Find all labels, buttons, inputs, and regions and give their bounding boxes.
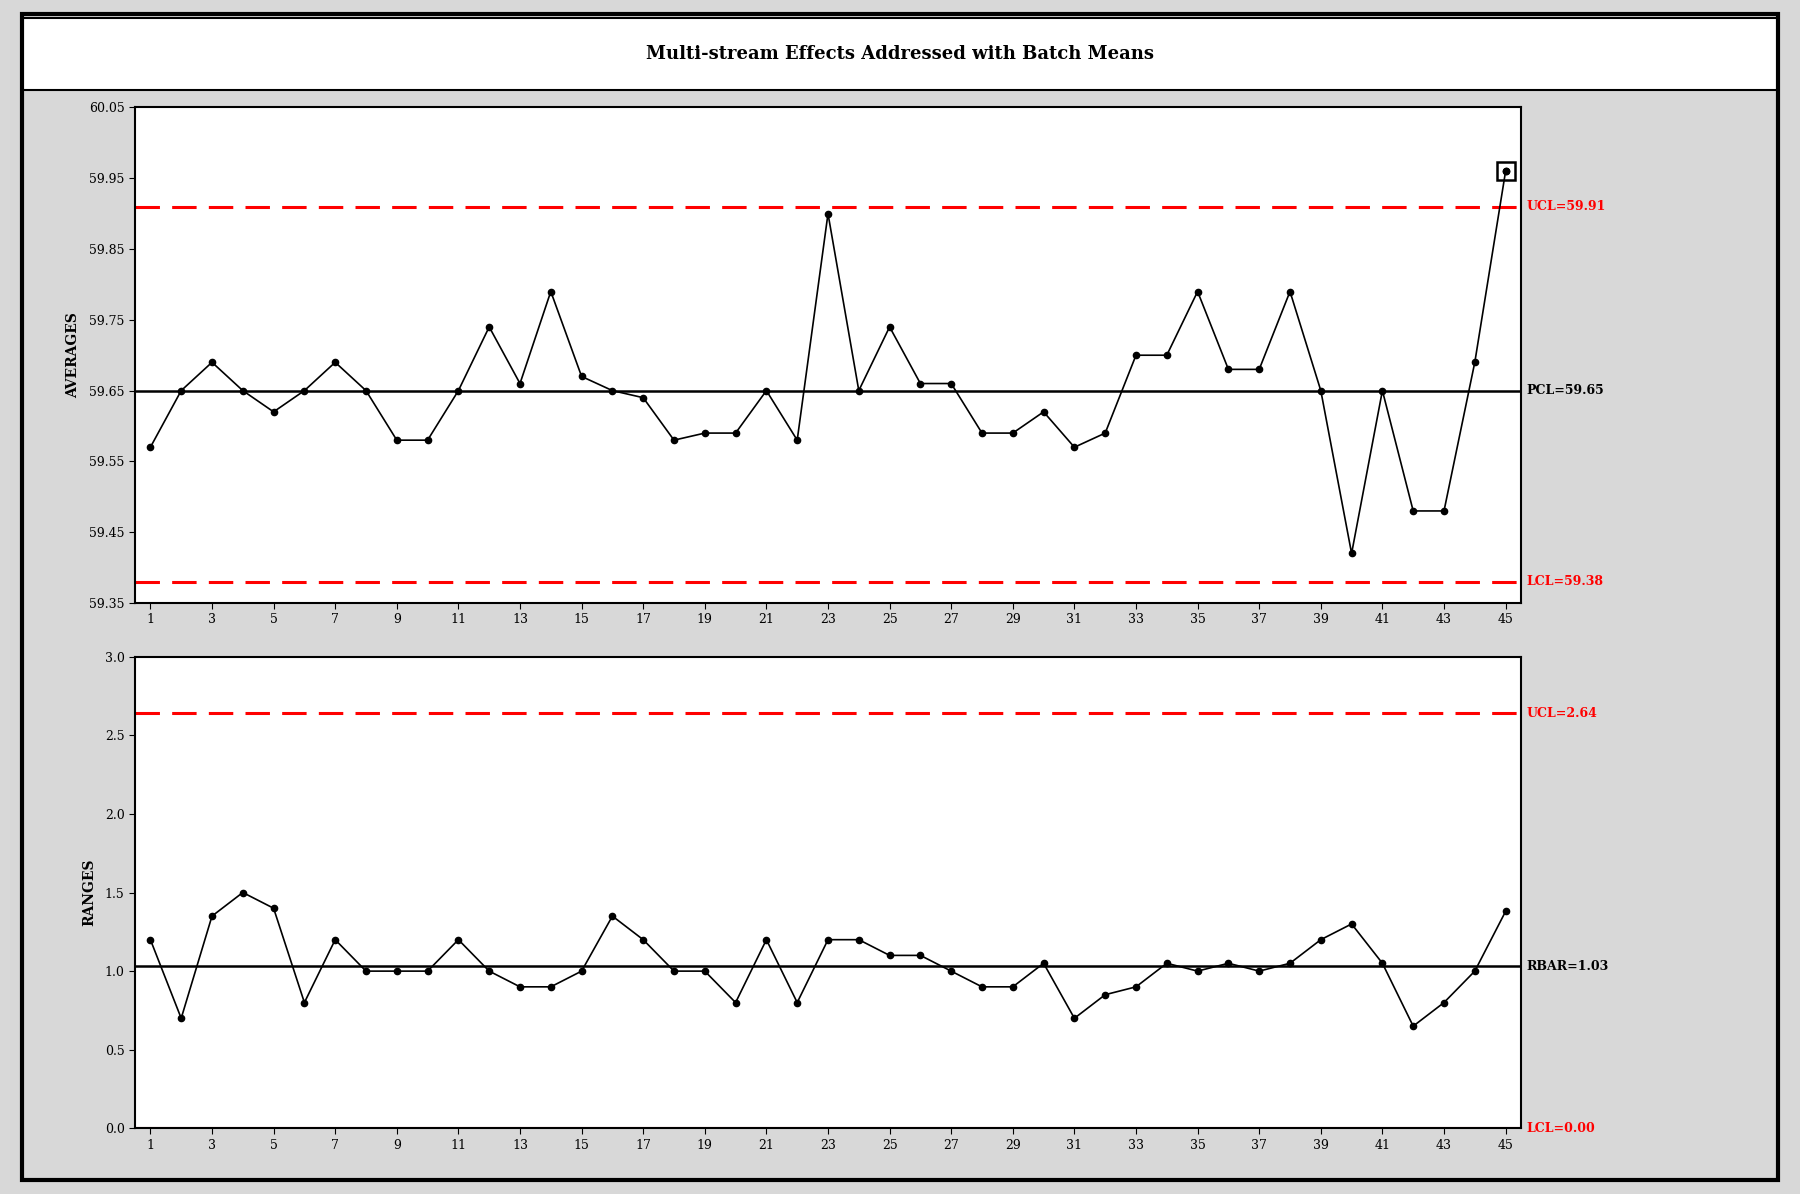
Y-axis label: RANGES: RANGES (83, 858, 97, 927)
Text: LCL=59.38: LCL=59.38 (1526, 576, 1604, 589)
Text: UCL=59.91: UCL=59.91 (1526, 201, 1606, 213)
Text: LCL=0.00: LCL=0.00 (1526, 1122, 1595, 1134)
Text: Multi-stream Effects Addressed with Batch Means: Multi-stream Effects Addressed with Batc… (646, 44, 1154, 63)
Y-axis label: AVERAGES: AVERAGES (67, 313, 81, 398)
Text: UCL=2.64: UCL=2.64 (1526, 707, 1597, 720)
Text: RBAR=1.03: RBAR=1.03 (1526, 960, 1609, 973)
Text: PCL=59.65: PCL=59.65 (1526, 384, 1604, 398)
